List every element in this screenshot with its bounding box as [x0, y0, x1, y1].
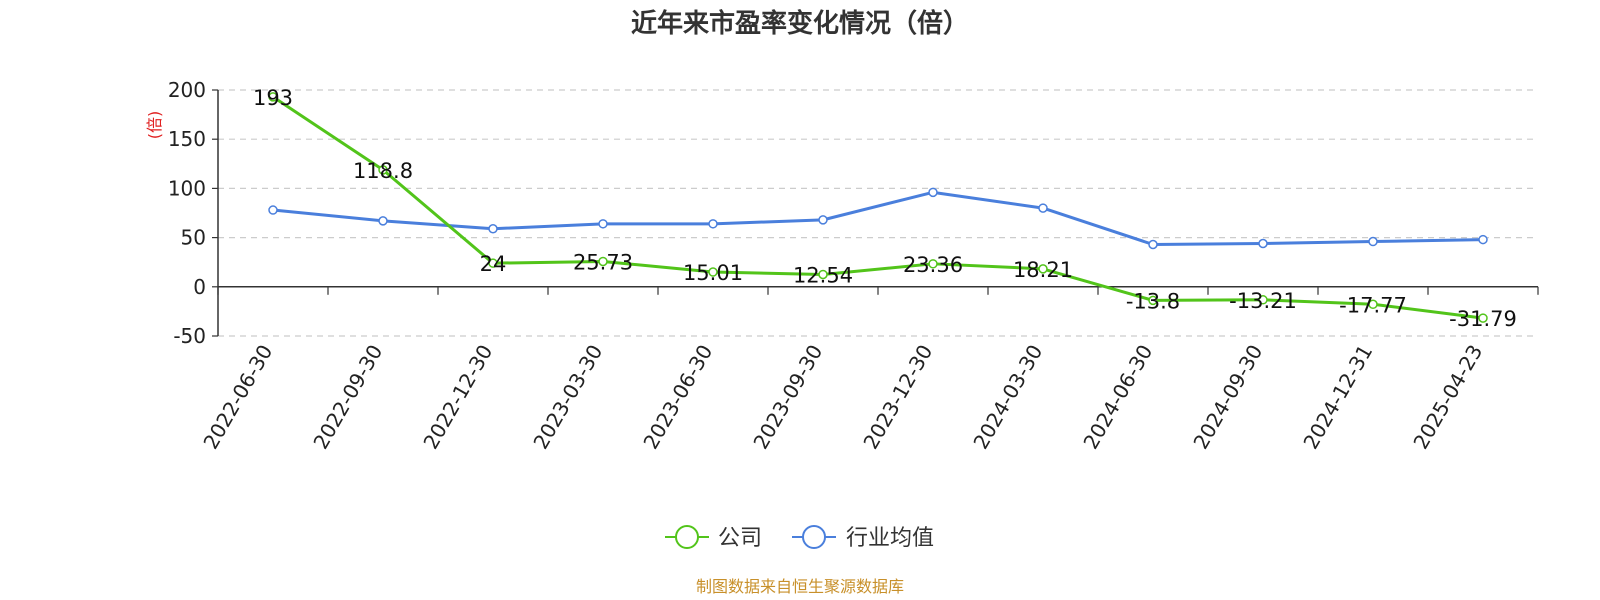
x-tick-label: 2023-12-30 [858, 341, 937, 454]
y-tick-label: 50 [181, 226, 206, 250]
y-axis-ticks: -50 0 50 100 150 200 [168, 78, 218, 348]
data-label: -31.79 [1449, 307, 1517, 331]
x-axis-ticks: 2022-06-30 2022-09-30 2022-12-30 2023-03-30… [198, 286, 1539, 454]
data-point [708, 219, 718, 229]
legend-marker-0 [675, 525, 699, 549]
x-tick-label: 2022-09-30 [308, 341, 387, 454]
data-point [1478, 313, 1488, 323]
data-point [1148, 239, 1158, 250]
legend-label-0: 公司 [718, 526, 762, 551]
series-line-1 [272, 190, 1484, 246]
x-tick-label: 2022-06-30 [198, 341, 277, 454]
legend: 公司 行业均值 [665, 525, 934, 551]
legend-marker-1 [802, 525, 826, 549]
data-label: 25.73 [573, 250, 633, 274]
data-point [1368, 299, 1378, 310]
data-point [1478, 234, 1488, 245]
data-label: 15.01 [683, 261, 743, 285]
legend-label-1: 行业均值 [846, 526, 934, 551]
chart-title: 近年来市盈率变化情况（倍） [631, 8, 969, 39]
x-tick-label: 2023-09-30 [748, 341, 827, 454]
x-tick-label: 2025-04-23 [1408, 341, 1487, 454]
y-tick-label: 100 [168, 176, 206, 200]
data-point [268, 205, 278, 215]
data-point [268, 92, 278, 102]
y-tick-label: 150 [168, 127, 206, 151]
data-point [928, 259, 938, 269]
data-point [1148, 295, 1158, 306]
data-point [378, 216, 388, 226]
x-tick-label: 2022-12-30 [418, 341, 497, 454]
data-label: 23.36 [903, 253, 963, 277]
data-point [708, 267, 718, 277]
data-point [928, 187, 938, 198]
y-tick-label: -50 [173, 324, 206, 348]
source-note: 制图数据来自恒生聚源数据库 [696, 577, 904, 596]
x-tick-label: 2023-03-30 [528, 341, 607, 454]
y-axis-label: (倍) [145, 111, 164, 140]
x-tick-label: 2024-12-31 [1298, 341, 1377, 454]
data-point [598, 256, 608, 267]
data-label: 18.21 [1013, 258, 1073, 282]
data-point [818, 269, 828, 280]
y-tick-label: 200 [168, 78, 206, 102]
x-tick-label: 2024-03-30 [968, 341, 1047, 454]
data-point [1258, 238, 1268, 249]
x-tick-label: 2024-06-30 [1078, 341, 1157, 454]
data-point [378, 165, 388, 175]
y-tick-label: 0 [193, 275, 206, 299]
data-point [1038, 264, 1048, 274]
data-label: 118.8 [353, 159, 413, 183]
data-label: 193 [253, 86, 293, 110]
data-label: -17.77 [1339, 293, 1407, 317]
gridlines [218, 89, 1538, 337]
data-label: -13.8 [1126, 289, 1180, 313]
data-label: 12.54 [793, 263, 853, 287]
data-point [1038, 203, 1048, 213]
x-tick-label: 2023-06-30 [638, 341, 717, 454]
data-point [488, 258, 498, 268]
data-point [488, 223, 498, 234]
series-line-0 [272, 95, 1484, 320]
x-tick-label: 2024-09-30 [1188, 341, 1267, 454]
series-group: 193 118.8 24 25.73 15.01 12.54 23.36 18.21 -13.8… [253, 86, 1517, 331]
data-label: 24 [480, 252, 507, 276]
data-point [598, 219, 608, 229]
data-point [818, 215, 828, 225]
data-point [1368, 236, 1378, 247]
data-point [1258, 295, 1268, 305]
data-label: -13.21 [1229, 289, 1297, 313]
